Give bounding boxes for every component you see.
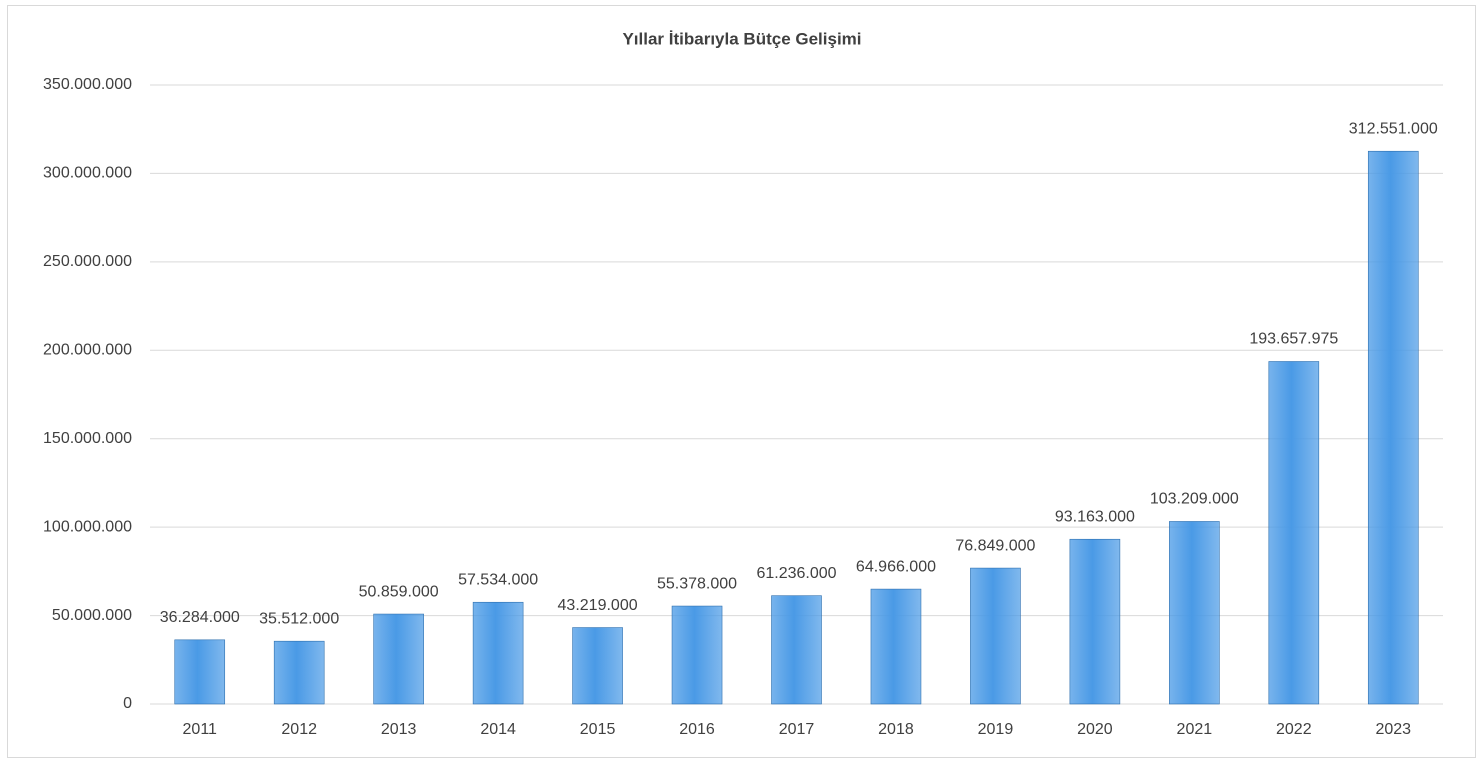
y-tick-label: 200.000.000 bbox=[43, 342, 132, 359]
x-tick-label: 2021 bbox=[1177, 721, 1213, 738]
y-tick-label: 250.000.000 bbox=[43, 253, 132, 270]
x-tick-label: 2012 bbox=[281, 721, 317, 738]
bar bbox=[472, 601, 524, 705]
x-tick-label: 2022 bbox=[1276, 721, 1312, 738]
x-tick-label: 2018 bbox=[878, 721, 914, 738]
bar bbox=[671, 605, 723, 705]
bar bbox=[373, 613, 424, 705]
x-tick-label: 2015 bbox=[580, 721, 616, 738]
bar bbox=[1069, 538, 1121, 705]
y-tick-label: 150.000.000 bbox=[43, 430, 132, 447]
bar bbox=[771, 595, 822, 705]
data-label: 35.512.000 bbox=[259, 610, 339, 627]
chart-frame bbox=[7, 5, 1476, 758]
data-label: 57.534.000 bbox=[458, 571, 538, 588]
data-label: 61.236.000 bbox=[756, 565, 836, 582]
bar bbox=[1169, 521, 1220, 705]
y-tick-label: 350.000.000 bbox=[43, 76, 132, 93]
x-tick-label: 2011 bbox=[183, 721, 218, 738]
data-label: 76.849.000 bbox=[955, 537, 1035, 554]
data-label: 93.163.000 bbox=[1055, 508, 1135, 525]
y-tick-label: 100.000.000 bbox=[43, 518, 132, 535]
x-tick-label: 2020 bbox=[1077, 721, 1113, 738]
x-tick-label: 2014 bbox=[480, 721, 516, 738]
x-tick-label: 2017 bbox=[779, 721, 815, 738]
bar bbox=[970, 567, 1021, 705]
data-label: 36.284.000 bbox=[160, 609, 240, 626]
x-tick-label: 2019 bbox=[978, 721, 1014, 738]
data-label: 64.966.000 bbox=[856, 558, 936, 575]
data-label: 312.551.000 bbox=[1349, 120, 1438, 137]
data-label: 55.378.000 bbox=[657, 575, 737, 592]
bar bbox=[1367, 150, 1419, 705]
data-label: 193.657.975 bbox=[1249, 331, 1338, 348]
data-label: 50.859.000 bbox=[359, 583, 439, 600]
bar bbox=[273, 640, 325, 705]
x-tick-label: 2016 bbox=[679, 721, 715, 738]
x-tick-label: 2023 bbox=[1375, 721, 1411, 738]
data-label: 43.219.000 bbox=[558, 597, 638, 614]
y-tick-label: 0 bbox=[123, 695, 132, 712]
bar bbox=[1268, 361, 1320, 705]
y-tick-label: 50.000.000 bbox=[52, 607, 132, 624]
bar bbox=[572, 627, 623, 705]
chart-title: Yıllar İtibarıyla Bütçe Gelişimi bbox=[622, 29, 861, 48]
bar bbox=[870, 588, 922, 705]
data-label: 103.209.000 bbox=[1150, 491, 1239, 508]
x-tick-label: 2013 bbox=[381, 721, 417, 738]
bar bbox=[174, 639, 226, 705]
y-tick-label: 300.000.000 bbox=[43, 165, 132, 182]
